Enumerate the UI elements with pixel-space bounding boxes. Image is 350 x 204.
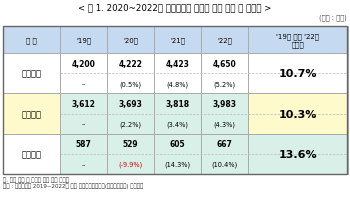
Text: 3,983: 3,983 [212, 99, 237, 108]
Bar [107, 94, 154, 134]
Bar [201, 27, 248, 54]
Text: 정액급여: 정액급여 [21, 110, 42, 118]
Text: 587: 587 [76, 140, 91, 149]
Text: 3,693: 3,693 [119, 99, 142, 108]
Text: (3.4%): (3.4%) [167, 121, 189, 127]
Bar [248, 134, 348, 174]
Bar [154, 94, 201, 134]
Bar [248, 94, 348, 134]
Text: (5.2%): (5.2%) [214, 81, 236, 87]
Text: 10.3%: 10.3% [279, 109, 317, 119]
Bar [60, 54, 107, 94]
Text: (14.3%): (14.3%) [164, 161, 190, 167]
Text: 구 분: 구 분 [26, 37, 37, 44]
Text: (-9.9%): (-9.9%) [118, 161, 143, 167]
Text: (2.2%): (2.2%) [119, 121, 141, 127]
Bar [60, 94, 107, 134]
Bar [3, 27, 60, 54]
Bar [201, 94, 248, 134]
Bar [154, 54, 201, 94]
Bar [201, 54, 248, 94]
Text: 자료 : 고용노동부 2019~2022년 누계 사업체노동력조사(근로실태부문) 원시자료: 자료 : 고용노동부 2019~2022년 누계 사업체노동력조사(근로실태부문… [3, 182, 143, 188]
Text: '19년 대비 '22년
증가율: '19년 대비 '22년 증가율 [276, 33, 320, 48]
Bar [3, 54, 60, 94]
Text: 667: 667 [217, 140, 232, 149]
Text: 임금종액: 임금종액 [21, 69, 42, 78]
Text: '22년: '22년 [217, 37, 232, 44]
Text: –: – [82, 121, 85, 127]
Text: 605: 605 [170, 140, 185, 149]
Bar [3, 27, 347, 174]
Text: 특별급여: 특별급여 [21, 150, 42, 159]
Bar [3, 94, 60, 134]
Text: (0.5%): (0.5%) [119, 81, 141, 87]
Text: '21년: '21년 [170, 37, 185, 44]
Text: 4,200: 4,200 [71, 59, 96, 68]
Text: (4.8%): (4.8%) [167, 81, 189, 87]
Text: 4,423: 4,423 [166, 59, 189, 68]
Text: 4,650: 4,650 [213, 59, 236, 68]
Text: 주. 괄호 안은 각 연도별 전년 대비 증가율: 주. 괄호 안은 각 연도별 전년 대비 증가율 [3, 176, 69, 182]
Bar [3, 134, 60, 174]
Text: 3,818: 3,818 [166, 99, 190, 108]
Bar [107, 27, 154, 54]
Bar [60, 27, 107, 54]
Bar [107, 54, 154, 94]
Text: 529: 529 [123, 140, 138, 149]
Text: (4.3%): (4.3%) [214, 121, 236, 127]
Text: 10.7%: 10.7% [279, 69, 317, 79]
Bar [248, 54, 348, 94]
Bar [60, 134, 107, 174]
Text: 3,612: 3,612 [71, 99, 96, 108]
Text: (10.4%): (10.4%) [211, 161, 238, 167]
Bar [154, 27, 201, 54]
Text: '19년: '19년 [76, 37, 91, 44]
Text: 13.6%: 13.6% [279, 149, 317, 159]
Bar [201, 134, 248, 174]
Text: '20년: '20년 [123, 37, 138, 44]
Bar [154, 134, 201, 174]
Text: –: – [82, 161, 85, 167]
Text: –: – [82, 81, 85, 87]
Bar [107, 134, 154, 174]
Bar [248, 27, 348, 54]
Text: (단위 : 만원): (단위 : 만원) [319, 14, 347, 21]
Text: 4,222: 4,222 [119, 59, 142, 68]
Text: < 표 1. 2020~2022년 상용근로자 연평균 임금 수준 및 인상률 >: < 표 1. 2020~2022년 상용근로자 연평균 임금 수준 및 인상률 … [78, 3, 272, 12]
